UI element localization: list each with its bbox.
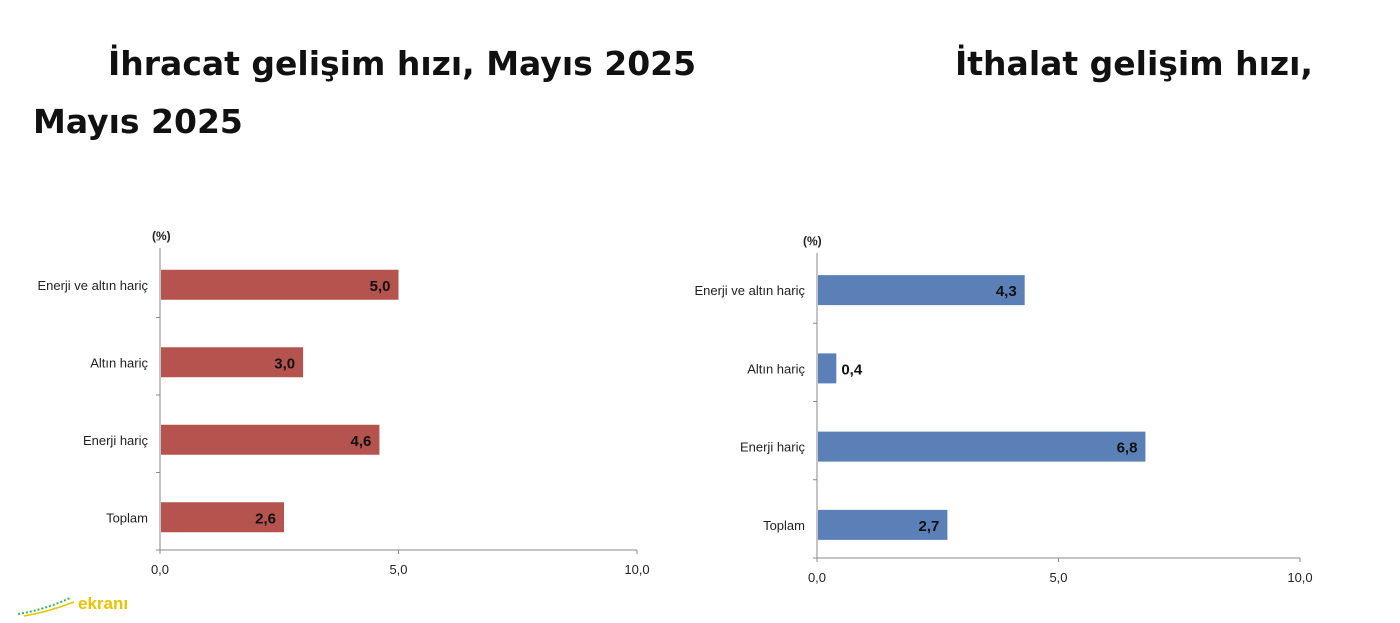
- bar-value-label: 0,4: [841, 361, 863, 378]
- unit-label: (%): [803, 234, 822, 248]
- category-label: Toplam: [106, 510, 148, 525]
- category-label: Enerji ve altın hariç: [37, 278, 148, 293]
- bar-value-label: 6,8: [1117, 440, 1138, 457]
- category-label: Enerji ve altın hariç: [694, 283, 805, 298]
- category-label: Altın hariç: [90, 355, 148, 370]
- right-chart-title-line1: İthalat gelişim hızı,: [955, 44, 1313, 83]
- right-chart-title-line2: Mayıs 2025: [33, 102, 243, 141]
- x-tick-label: 5,0: [389, 562, 407, 577]
- bar-value-label: 3,0: [274, 355, 295, 372]
- bar-value-label: 5,0: [370, 278, 391, 295]
- bar: [818, 431, 1146, 462]
- category-label: Enerji hariç: [740, 440, 806, 455]
- watermark-text: ekranı: [78, 594, 129, 613]
- chart-1-plot: (%) 0,0 5,0 10,0 Enerji ve altın hariç 4,3 Alt…: [694, 234, 1312, 585]
- watermark-logo: ekranı: [14, 592, 144, 618]
- x-tick-label: 10,0: [1287, 570, 1312, 585]
- left-chart-title: İhracat gelişim hızı, Mayıs 2025: [108, 44, 697, 83]
- bar: [818, 509, 948, 540]
- bar-value-label: 4,3: [996, 283, 1017, 300]
- x-tick-label: 5,0: [1049, 570, 1067, 585]
- bar: [161, 502, 285, 533]
- bar-value-label: 2,6: [255, 510, 276, 527]
- x-tick-label: 10,0: [624, 562, 649, 577]
- bar: [161, 424, 380, 455]
- category-label: Toplam: [763, 518, 805, 533]
- category-label: Altın hariç: [747, 361, 805, 376]
- bar-value-label: 2,7: [919, 518, 940, 535]
- x-tick-label: 0,0: [808, 570, 826, 585]
- bar: [818, 275, 1025, 306]
- logo-swoosh-icon: [17, 597, 75, 617]
- bar: [818, 353, 837, 384]
- category-label: Enerji hariç: [83, 433, 149, 448]
- bar-value-label: 4,6: [351, 433, 372, 450]
- bar: [161, 347, 304, 378]
- x-tick-label: 0,0: [151, 562, 169, 577]
- bar: [161, 269, 399, 300]
